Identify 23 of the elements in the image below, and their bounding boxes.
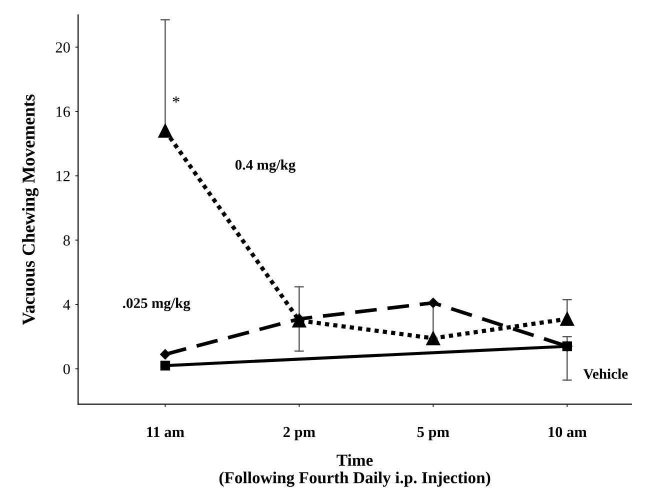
x-tick-label: 10 am [548, 426, 587, 438]
point [428, 298, 438, 308]
point [426, 331, 440, 346]
point [562, 341, 572, 352]
y-tick-label: 0 [63, 364, 70, 374]
x-tick-label: 5 pm [417, 427, 450, 440]
x-tick-label: 11 am [147, 426, 184, 438]
y-tick-label: 4 [63, 300, 70, 310]
annotation: * [172, 96, 180, 103]
y-axis-title: Vacuous Chewing Movements [22, 94, 39, 325]
x-tick-label: 2 pm [283, 426, 316, 440]
y-tick-label: 16 [56, 106, 70, 117]
point [560, 312, 574, 326]
y-tick-label: 8 [63, 235, 70, 246]
y-tick-label: 20 [56, 42, 70, 53]
text: .025 mg/kg [122, 298, 190, 312]
x-axis-title: Time (Following Fourth Daily i.p. Injection) [219, 454, 490, 487]
series-label: Vehicle [583, 368, 628, 379]
point [158, 124, 172, 138]
y-tick-label: 12 [56, 170, 70, 182]
point [160, 360, 170, 370]
text: 0.4 mg/kg [235, 159, 296, 173]
point [160, 349, 170, 360]
